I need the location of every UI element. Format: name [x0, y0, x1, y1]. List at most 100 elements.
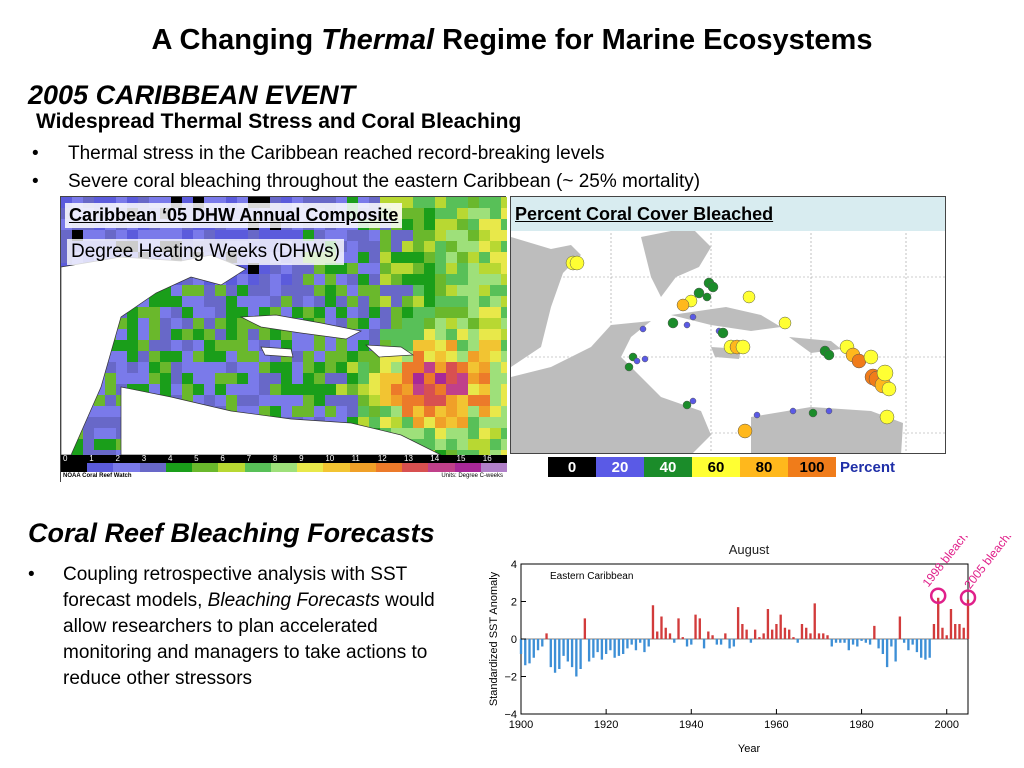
dhw-map-cell: [281, 307, 292, 318]
dhw-map-cell: [402, 285, 413, 296]
dhw-map-cell: [435, 285, 446, 296]
anomaly-bar: [958, 624, 961, 639]
dhw-map-cell: [237, 340, 248, 351]
dhw-tick-label: 14: [430, 454, 440, 463]
dhw-map-cell: [226, 307, 237, 318]
dhw-map-cell: [105, 439, 116, 450]
anomaly-bar: [728, 639, 731, 649]
dhw-map-cell: [215, 362, 226, 373]
dhw-map-cell: [380, 373, 391, 384]
dhw-map-cell: [160, 230, 171, 241]
dhw-map-cell: [204, 340, 215, 351]
bleach-site-marker: [693, 287, 705, 299]
dhw-map-cell: [303, 406, 314, 417]
legend-swatch-20: 20: [596, 457, 644, 477]
dhw-map-cell: [457, 208, 468, 219]
dhw-scale-colors: [61, 463, 507, 472]
dhw-map-cell: [413, 274, 424, 285]
dhw-map-cell: [457, 395, 468, 406]
anomaly-bar: [613, 639, 616, 658]
dhw-map-cell: [336, 373, 347, 384]
dhw-tick-label: 9: [299, 454, 304, 463]
dhw-map-cell: [391, 351, 402, 362]
dhw-map-cell: [501, 428, 507, 439]
dhw-map-cell: [237, 197, 248, 208]
dhw-map-cell: [149, 373, 160, 384]
dhw-map-cell: [116, 351, 127, 362]
dhw-map-cell: [248, 263, 259, 274]
dhw-map-cell: [193, 329, 204, 340]
dhw-map-cell: [193, 285, 204, 296]
dhw-color-swatch: [428, 463, 455, 472]
dhw-map-cell: [171, 197, 182, 208]
dhw-map-cell: [479, 197, 490, 208]
dhw-map-cell: [501, 362, 507, 373]
anomaly-bar: [834, 639, 838, 643]
dhw-map-cell: [468, 439, 479, 450]
dhw-map-cell: [490, 263, 501, 274]
dhw-map-cell: [336, 230, 347, 241]
anomaly-bar: [656, 631, 659, 639]
dhw-map-cell: [204, 307, 215, 318]
dhw-map-cell: [347, 241, 358, 252]
dhw-map-cell: [226, 285, 237, 296]
dhw-map-cell: [490, 439, 501, 450]
dhw-map-cell: [336, 362, 347, 373]
dhw-color-swatch: [192, 463, 219, 472]
dhw-map-cell: [215, 307, 226, 318]
bleach-site-marker: [808, 408, 818, 418]
event-bullet-list: • Thermal stress in the Caribbean reached…: [32, 140, 700, 196]
bleach-site-marker: [778, 316, 792, 330]
anomaly-bar: [575, 639, 578, 677]
dhw-map-cell: [314, 362, 325, 373]
dhw-map-cell: [413, 252, 424, 263]
dhw-map-cell: [303, 373, 314, 384]
dhw-map-cell: [138, 362, 149, 373]
dhw-map-cell: [138, 384, 149, 395]
dhw-map-cell: [182, 373, 193, 384]
anomaly-bar: [932, 624, 936, 639]
dhw-map-cell: [490, 274, 501, 285]
dhw-map-cell: [424, 340, 435, 351]
dhw-map-cell: [380, 406, 391, 417]
dhw-map-cell: [380, 417, 391, 428]
anomaly-bar: [805, 627, 808, 639]
dhw-map-panel: Caribbean ‘05 DHW Annual Composite Degre…: [60, 196, 507, 483]
dhw-map-cell: [468, 208, 479, 219]
dhw-map-cell: [501, 197, 507, 208]
anomaly-bar: [894, 639, 897, 662]
dhw-map-cell: [83, 417, 94, 428]
dhw-color-swatch: [165, 463, 193, 472]
dhw-map-cell: [424, 384, 435, 395]
dhw-map-cell: [325, 340, 336, 351]
anomaly-bar: [524, 639, 527, 666]
dhw-map-cell: [303, 329, 314, 340]
dhw-map-cell: [105, 373, 116, 384]
dhw-map-cell: [446, 241, 457, 252]
dhw-map-cell: [435, 351, 446, 362]
dhw-map-cell: [435, 219, 446, 230]
dhw-map-cell: [457, 252, 468, 263]
dhw-map-cell: [303, 285, 314, 296]
dhw-map-cell: [94, 450, 105, 455]
dhw-map-cell: [237, 362, 248, 373]
dhw-map-cell: [83, 439, 94, 450]
dhw-map-cell: [160, 318, 171, 329]
dhw-map-cell: [314, 296, 325, 307]
dhw-map-cell: [380, 285, 391, 296]
dhw-map-cell: [325, 373, 336, 384]
dhw-map-cell: [347, 362, 358, 373]
dhw-map-cell: [171, 285, 182, 296]
dhw-color-swatch: [297, 463, 324, 472]
dhw-map-cell: [292, 296, 303, 307]
anomaly-bar: [596, 639, 599, 653]
dhw-map-cell: [424, 307, 435, 318]
dhw-map-cell: [171, 362, 182, 373]
dhw-tick-label: 15: [456, 454, 466, 463]
anomaly-bar: [553, 639, 557, 673]
dhw-map-cell: [413, 197, 424, 208]
legend-swatch-100: 100: [788, 457, 836, 477]
dhw-map-cell: [347, 263, 358, 274]
anomaly-bar: [877, 639, 880, 649]
dhw-map-cell: [369, 417, 380, 428]
